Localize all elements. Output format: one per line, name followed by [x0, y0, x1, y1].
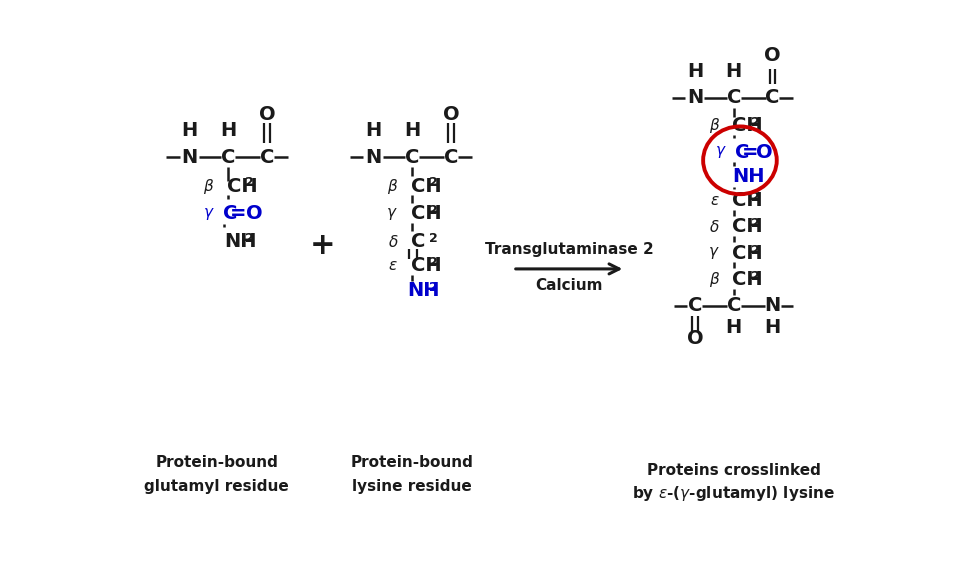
Text: H: H — [221, 121, 236, 140]
Text: CH: CH — [410, 177, 441, 196]
Text: 2: 2 — [246, 232, 255, 245]
Text: by $\varepsilon$-($\gamma$-glutamyl) lysine: by $\varepsilon$-($\gamma$-glutamyl) lys… — [632, 484, 835, 503]
Text: lysine residue: lysine residue — [352, 479, 472, 493]
Text: glutamyl residue: glutamyl residue — [145, 479, 290, 493]
Text: O: O — [686, 329, 704, 348]
Text: NH: NH — [224, 232, 257, 251]
Text: 2: 2 — [430, 232, 438, 245]
Text: H: H — [182, 121, 198, 140]
Text: $\beta$: $\beta$ — [709, 270, 720, 289]
Text: O: O — [246, 204, 262, 223]
Text: C: C — [405, 148, 419, 167]
Text: $\gamma$: $\gamma$ — [387, 206, 399, 222]
Text: C: C — [688, 296, 702, 316]
Text: 2: 2 — [750, 217, 759, 230]
Text: $\gamma$: $\gamma$ — [715, 144, 727, 160]
Text: NH: NH — [732, 167, 765, 186]
Text: CH: CH — [732, 244, 763, 263]
Text: C: C — [260, 148, 274, 167]
Text: H: H — [365, 121, 381, 140]
Text: O: O — [442, 105, 459, 124]
Text: 2: 2 — [750, 190, 759, 204]
Text: $\varepsilon$: $\varepsilon$ — [389, 258, 399, 273]
Text: H: H — [726, 61, 742, 80]
Text: C: C — [726, 296, 741, 316]
Text: $\gamma$: $\gamma$ — [709, 245, 720, 261]
Text: O: O — [259, 105, 275, 124]
Text: O: O — [756, 142, 773, 162]
Text: NH: NH — [407, 281, 440, 301]
Text: 2: 2 — [750, 244, 759, 256]
Text: CH: CH — [226, 177, 258, 196]
Text: Protein-bound: Protein-bound — [351, 456, 473, 471]
Text: CH: CH — [732, 191, 763, 210]
Text: H: H — [404, 121, 420, 140]
Text: 2: 2 — [430, 177, 438, 189]
Text: C: C — [223, 204, 237, 223]
Text: $\delta$: $\delta$ — [388, 233, 399, 250]
Text: C: C — [735, 142, 748, 162]
Text: 2: 2 — [430, 256, 438, 269]
Text: N: N — [764, 296, 781, 316]
Text: Calcium: Calcium — [536, 278, 603, 294]
Text: H: H — [764, 318, 781, 337]
Text: H: H — [726, 318, 742, 337]
Text: CH: CH — [732, 116, 763, 135]
Text: N: N — [687, 89, 703, 108]
Text: C: C — [726, 89, 741, 108]
Text: =: = — [742, 142, 758, 162]
Text: C: C — [765, 89, 780, 108]
Text: Transglutaminase 2: Transglutaminase 2 — [485, 242, 653, 257]
Text: $\beta$: $\beta$ — [203, 177, 215, 196]
Text: CH: CH — [732, 217, 763, 236]
Text: $\varepsilon$: $\varepsilon$ — [711, 193, 720, 208]
Text: +: + — [310, 231, 335, 261]
Text: $\gamma$: $\gamma$ — [203, 206, 215, 222]
Text: =: = — [230, 204, 247, 223]
Text: C: C — [443, 148, 458, 167]
Text: 2: 2 — [750, 116, 759, 129]
Text: Proteins crosslinked: Proteins crosslinked — [646, 463, 820, 478]
Text: H: H — [687, 61, 703, 80]
Text: 2: 2 — [246, 177, 255, 189]
Text: CH: CH — [410, 204, 441, 223]
Text: N: N — [365, 148, 381, 167]
Text: CH: CH — [410, 256, 441, 275]
Text: $\delta$: $\delta$ — [710, 219, 720, 234]
Text: N: N — [182, 148, 198, 167]
Text: $\beta$: $\beta$ — [709, 116, 720, 135]
Text: 2: 2 — [750, 270, 759, 283]
Text: 2: 2 — [430, 281, 438, 294]
Text: O: O — [764, 46, 781, 65]
Text: $\beta$: $\beta$ — [387, 177, 399, 196]
Text: Protein-bound: Protein-bound — [156, 456, 278, 471]
Text: CH: CH — [732, 270, 763, 289]
Text: C: C — [222, 148, 235, 167]
Text: C: C — [410, 232, 425, 251]
Text: 2: 2 — [430, 204, 438, 217]
